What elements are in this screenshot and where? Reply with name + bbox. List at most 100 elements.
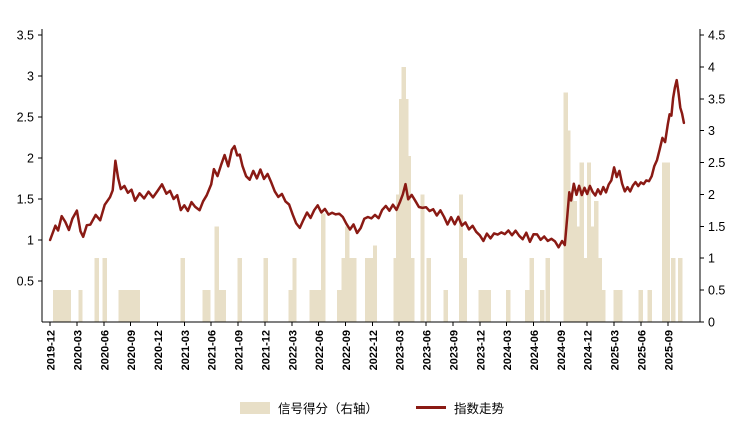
signal-bar [426, 258, 431, 322]
signal-bar [206, 290, 211, 322]
signal-bar [352, 258, 357, 322]
x-axis-tick-label: 2022-06 [314, 330, 326, 370]
signal-bar [345, 226, 350, 322]
signal-bar [586, 162, 592, 322]
signal-bar [341, 258, 346, 322]
signal-bar [618, 290, 623, 322]
signal-bar [583, 258, 588, 322]
signal-bar [506, 290, 511, 322]
signal-bar [59, 290, 65, 322]
x-axis-tick-label: 2021-09 [234, 330, 246, 370]
left-axis-tick-label: 3 [27, 70, 34, 84]
left-axis-tick-label: 0.5 [17, 275, 34, 289]
signal-bar [443, 290, 448, 322]
signal-bar [78, 290, 83, 322]
signal-bar [218, 290, 223, 322]
left-axis-tick-label: 2.5 [17, 111, 34, 125]
signal-bar [572, 200, 577, 322]
x-axis-tick-label: 2024-06 [529, 330, 541, 370]
x-axis-tick-label: 2023-12 [475, 330, 487, 370]
x-axis-tick-label: 2024-12 [583, 330, 595, 370]
x-axis-tick-label: 2020-06 [99, 330, 111, 370]
right-axis-tick-label: 3 [708, 124, 715, 138]
right-axis-tick-label: 0.5 [708, 284, 725, 298]
signal-bar [288, 290, 294, 322]
signal-bar [135, 290, 140, 322]
signal-bar [132, 290, 137, 322]
signal-bar [638, 290, 644, 322]
signal-bar [292, 258, 297, 322]
signal-bar [312, 290, 318, 322]
x-axis-tick-label: 2025-06 [636, 330, 648, 370]
left-axis-tick-label: 1.5 [17, 193, 34, 207]
signal-bar [568, 194, 574, 322]
signal-bar [478, 290, 483, 322]
signal-bar [396, 194, 401, 322]
x-axis-tick-label: 2025-03 [610, 330, 622, 370]
x-axis-tick-label: 2019-12 [46, 330, 58, 370]
left-axis-tick-label: 3.5 [17, 29, 34, 43]
signal-bar [482, 290, 487, 322]
signal-bar [529, 258, 534, 322]
signal-bar [525, 290, 530, 322]
x-axis-tick-label: 2021-12 [260, 330, 272, 370]
signal-bar [372, 245, 378, 322]
signal-bar [214, 226, 219, 322]
x-axis-tick-label: 2020-12 [153, 330, 165, 370]
signal-bar [398, 98, 404, 322]
right-axis-tick-label: 1 [708, 252, 715, 266]
signal-bar [337, 290, 342, 322]
x-axis-tick-label: 2022-12 [368, 330, 380, 370]
x-axis-tick-label: 2022-03 [287, 330, 299, 370]
x-axis-tick-label: 2022-09 [341, 330, 353, 370]
legend-label-signal-score: 信号得分（右轴） [277, 402, 378, 416]
x-axis-tick-label: 2021-03 [180, 330, 192, 370]
signal-bar [102, 258, 107, 322]
signal-bar [563, 92, 568, 323]
signal-bar [579, 162, 584, 322]
signal-bar [597, 258, 602, 322]
signal-bar [678, 258, 683, 322]
right-axis-tick-label: 2 [708, 188, 715, 202]
signal-bar [601, 290, 606, 322]
legend-item-signal-score: 信号得分（右轴） [239, 398, 378, 417]
right-axis-tick-label: 1.5 [708, 220, 725, 234]
signal-bar [124, 290, 130, 322]
legend-label-index-trend: 指数走势 [454, 402, 505, 416]
x-axis-tick-label: 2021-06 [207, 330, 219, 370]
signal-bar [486, 290, 491, 322]
line-swatch-icon [416, 406, 446, 409]
signal-bar [368, 258, 373, 322]
signal-bar [647, 290, 653, 322]
signal-bar [180, 258, 185, 322]
bar-swatch-icon [239, 401, 270, 414]
signal-bar [406, 156, 412, 322]
signal-bar [665, 162, 670, 322]
signal-bar [545, 258, 550, 322]
signal-bar [63, 290, 68, 322]
right-axis-tick-label: 2.5 [708, 156, 725, 170]
signal-bar [237, 258, 242, 322]
x-axis-tick-label: 2020-09 [126, 330, 138, 370]
signal-bar [458, 194, 464, 322]
chart-legend: 信号得分（右轴） 指数走势 [0, 398, 744, 417]
signal-bar [594, 200, 599, 322]
signal-bar [94, 258, 99, 322]
signal-bar [309, 290, 314, 322]
signal-bar [221, 290, 226, 322]
signal-bar [53, 290, 58, 322]
legend-item-index-trend: 指数走势 [416, 398, 504, 417]
right-axis-tick-label: 4.5 [708, 29, 725, 43]
signal-bar [613, 290, 618, 322]
signal-bar [121, 290, 127, 322]
signal-bar [320, 213, 326, 322]
signal-bar [364, 258, 370, 322]
index-line [48, 78, 686, 249]
x-axis-tick-label: 2024-09 [556, 330, 568, 370]
signal-bar [670, 258, 676, 322]
signal-bar [540, 290, 545, 322]
signal-bar [202, 290, 208, 322]
signal-bar [420, 194, 425, 322]
signal-bar [56, 290, 62, 322]
